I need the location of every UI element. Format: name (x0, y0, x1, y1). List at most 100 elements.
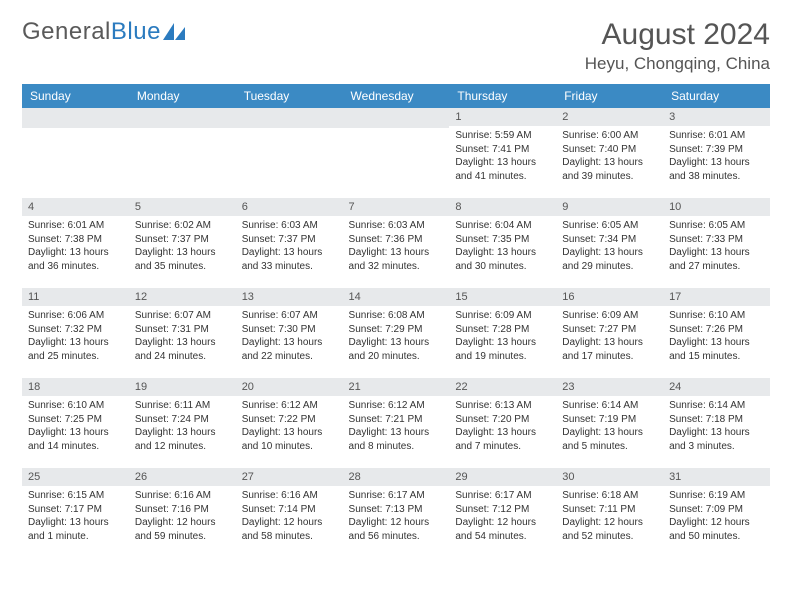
day-number: 28 (343, 468, 450, 486)
daylight-line: Daylight: 13 hours and 3 minutes. (669, 426, 764, 453)
sunset-line: Sunset: 7:37 PM (135, 233, 230, 247)
calendar-day-cell: 4Sunrise: 6:01 AMSunset: 7:38 PMDaylight… (22, 198, 129, 288)
sunrise-line: Sunrise: 5:59 AM (455, 129, 550, 143)
sunrise-line: Sunrise: 6:16 AM (242, 489, 337, 503)
sunrise-line: Sunrise: 6:03 AM (349, 219, 444, 233)
calendar-day-cell: 3Sunrise: 6:01 AMSunset: 7:39 PMDaylight… (663, 108, 770, 198)
sunrise-line: Sunrise: 6:16 AM (135, 489, 230, 503)
calendar-week-row: 4Sunrise: 6:01 AMSunset: 7:38 PMDaylight… (22, 198, 770, 288)
daylight-line: Daylight: 13 hours and 32 minutes. (349, 246, 444, 273)
day-details (129, 128, 236, 195)
logo-text-2: Blue (111, 18, 161, 46)
day-number: 19 (129, 378, 236, 396)
sunset-line: Sunset: 7:11 PM (562, 503, 657, 517)
sunrise-line: Sunrise: 6:11 AM (135, 399, 230, 413)
daylight-line: Daylight: 12 hours and 56 minutes. (349, 516, 444, 543)
sunset-line: Sunset: 7:13 PM (349, 503, 444, 517)
day-details: Sunrise: 6:06 AMSunset: 7:32 PMDaylight:… (22, 306, 129, 367)
daylight-line: Daylight: 13 hours and 1 minute. (28, 516, 123, 543)
calendar-day-cell: 9Sunrise: 6:05 AMSunset: 7:34 PMDaylight… (556, 198, 663, 288)
daylight-line: Daylight: 13 hours and 35 minutes. (135, 246, 230, 273)
calendar-day-cell: 14Sunrise: 6:08 AMSunset: 7:29 PMDayligh… (343, 288, 450, 378)
daylight-line: Daylight: 13 hours and 14 minutes. (28, 426, 123, 453)
calendar-week-row: 11Sunrise: 6:06 AMSunset: 7:32 PMDayligh… (22, 288, 770, 378)
sunset-line: Sunset: 7:19 PM (562, 413, 657, 427)
calendar-day-cell: 15Sunrise: 6:09 AMSunset: 7:28 PMDayligh… (449, 288, 556, 378)
calendar-day-cell: 12Sunrise: 6:07 AMSunset: 7:31 PMDayligh… (129, 288, 236, 378)
sunset-line: Sunset: 7:34 PM (562, 233, 657, 247)
day-number (22, 108, 129, 128)
day-details (22, 128, 129, 195)
daylight-line: Daylight: 13 hours and 17 minutes. (562, 336, 657, 363)
sunrise-line: Sunrise: 6:12 AM (242, 399, 337, 413)
day-number: 10 (663, 198, 770, 216)
calendar-day-cell: 11Sunrise: 6:06 AMSunset: 7:32 PMDayligh… (22, 288, 129, 378)
calendar-day-cell (129, 108, 236, 198)
calendar-day-cell (343, 108, 450, 198)
daylight-line: Daylight: 13 hours and 25 minutes. (28, 336, 123, 363)
col-wednesday: Wednesday (343, 84, 450, 108)
col-friday: Friday (556, 84, 663, 108)
day-details: Sunrise: 6:10 AMSunset: 7:26 PMDaylight:… (663, 306, 770, 367)
sunset-line: Sunset: 7:36 PM (349, 233, 444, 247)
day-number: 8 (449, 198, 556, 216)
title-block: August 2024 Heyu, Chongqing, China (585, 18, 770, 74)
day-number: 22 (449, 378, 556, 396)
sunrise-line: Sunrise: 6:04 AM (455, 219, 550, 233)
daylight-line: Daylight: 13 hours and 41 minutes. (455, 156, 550, 183)
sunrise-line: Sunrise: 6:17 AM (455, 489, 550, 503)
calendar-day-cell: 22Sunrise: 6:13 AMSunset: 7:20 PMDayligh… (449, 378, 556, 468)
logo-text-1: General (22, 18, 111, 46)
day-details: Sunrise: 6:12 AMSunset: 7:22 PMDaylight:… (236, 396, 343, 457)
sunrise-line: Sunrise: 6:08 AM (349, 309, 444, 323)
sunrise-line: Sunrise: 6:01 AM (669, 129, 764, 143)
day-details: Sunrise: 6:00 AMSunset: 7:40 PMDaylight:… (556, 126, 663, 187)
location-subtitle: Heyu, Chongqing, China (585, 54, 770, 74)
day-number: 21 (343, 378, 450, 396)
calendar-body: 1Sunrise: 5:59 AMSunset: 7:41 PMDaylight… (22, 108, 770, 558)
day-number: 4 (22, 198, 129, 216)
day-number: 3 (663, 108, 770, 126)
sunset-line: Sunset: 7:14 PM (242, 503, 337, 517)
calendar-day-cell: 10Sunrise: 6:05 AMSunset: 7:33 PMDayligh… (663, 198, 770, 288)
calendar-day-cell: 28Sunrise: 6:17 AMSunset: 7:13 PMDayligh… (343, 468, 450, 558)
day-number: 6 (236, 198, 343, 216)
col-tuesday: Tuesday (236, 84, 343, 108)
page-header: GeneralBlue August 2024 Heyu, Chongqing,… (22, 18, 770, 74)
day-details: Sunrise: 6:03 AMSunset: 7:37 PMDaylight:… (236, 216, 343, 277)
day-details: Sunrise: 6:09 AMSunset: 7:28 PMDaylight:… (449, 306, 556, 367)
sunrise-line: Sunrise: 6:18 AM (562, 489, 657, 503)
sunset-line: Sunset: 7:39 PM (669, 143, 764, 157)
sunrise-line: Sunrise: 6:17 AM (349, 489, 444, 503)
day-details: Sunrise: 6:17 AMSunset: 7:12 PMDaylight:… (449, 486, 556, 547)
daylight-line: Daylight: 13 hours and 19 minutes. (455, 336, 550, 363)
sunrise-line: Sunrise: 6:14 AM (669, 399, 764, 413)
sunset-line: Sunset: 7:26 PM (669, 323, 764, 337)
sunrise-line: Sunrise: 6:00 AM (562, 129, 657, 143)
daylight-line: Daylight: 13 hours and 10 minutes. (242, 426, 337, 453)
daylight-line: Daylight: 12 hours and 59 minutes. (135, 516, 230, 543)
daylight-line: Daylight: 13 hours and 30 minutes. (455, 246, 550, 273)
sunrise-line: Sunrise: 6:07 AM (242, 309, 337, 323)
calendar-day-cell: 24Sunrise: 6:14 AMSunset: 7:18 PMDayligh… (663, 378, 770, 468)
sunrise-line: Sunrise: 6:14 AM (562, 399, 657, 413)
day-number: 7 (343, 198, 450, 216)
sunrise-line: Sunrise: 6:12 AM (349, 399, 444, 413)
day-number: 17 (663, 288, 770, 306)
sunrise-line: Sunrise: 6:06 AM (28, 309, 123, 323)
day-details: Sunrise: 6:19 AMSunset: 7:09 PMDaylight:… (663, 486, 770, 547)
day-number: 31 (663, 468, 770, 486)
day-number: 5 (129, 198, 236, 216)
sunset-line: Sunset: 7:38 PM (28, 233, 123, 247)
daylight-line: Daylight: 13 hours and 20 minutes. (349, 336, 444, 363)
calendar-page: GeneralBlue August 2024 Heyu, Chongqing,… (0, 0, 792, 576)
day-details: Sunrise: 6:17 AMSunset: 7:13 PMDaylight:… (343, 486, 450, 547)
calendar-day-cell: 2Sunrise: 6:00 AMSunset: 7:40 PMDaylight… (556, 108, 663, 198)
daylight-line: Daylight: 12 hours and 52 minutes. (562, 516, 657, 543)
day-number: 26 (129, 468, 236, 486)
col-saturday: Saturday (663, 84, 770, 108)
sunrise-line: Sunrise: 6:10 AM (669, 309, 764, 323)
daylight-line: Daylight: 13 hours and 12 minutes. (135, 426, 230, 453)
calendar-day-cell: 6Sunrise: 6:03 AMSunset: 7:37 PMDaylight… (236, 198, 343, 288)
day-number (129, 108, 236, 128)
